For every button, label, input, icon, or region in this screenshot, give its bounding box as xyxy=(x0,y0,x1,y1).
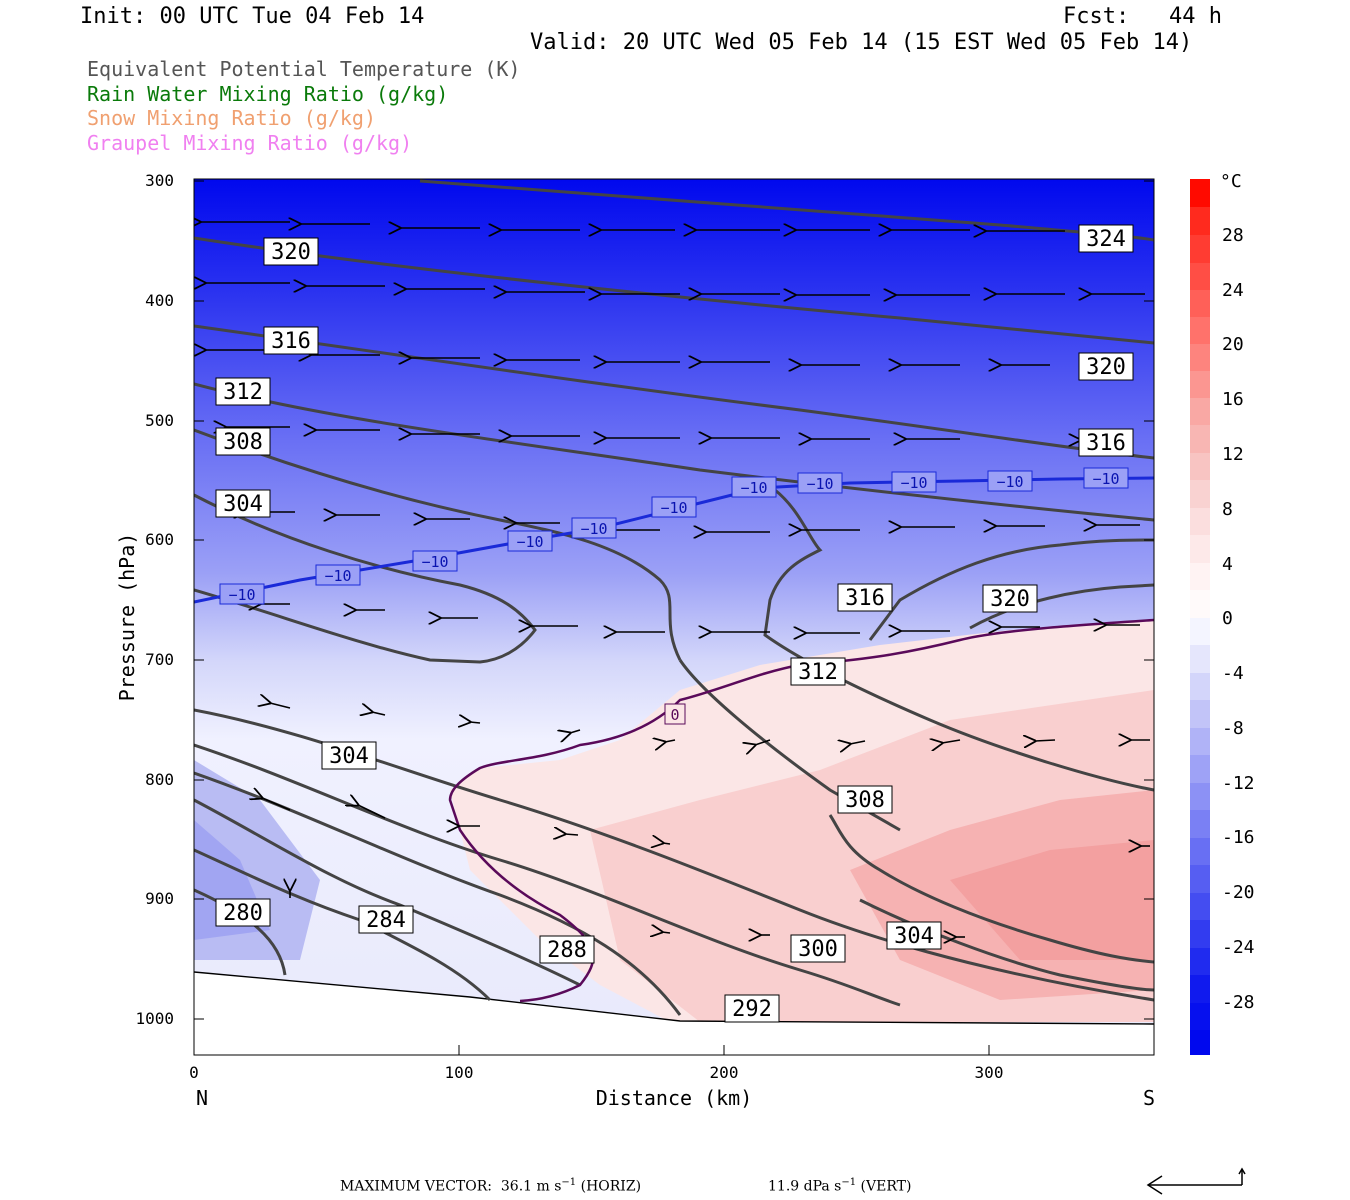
colorbar-tick-label: -24 xyxy=(1222,937,1255,958)
theta-e-label: 320 xyxy=(271,240,311,265)
y-tick-label: 800 xyxy=(145,770,174,789)
isotherm-label: −10 xyxy=(900,474,927,492)
horiz-exponent: −1 xyxy=(561,1177,577,1188)
isotherm-label: −10 xyxy=(324,567,351,585)
y-tick-label: 900 xyxy=(145,889,174,908)
legend-graupel: Graupel Mixing Ratio (g/kg) xyxy=(87,131,413,155)
isotherm-label: −10 xyxy=(1092,470,1119,488)
theta-e-label: 280 xyxy=(223,901,263,926)
isotherm-label: −10 xyxy=(580,520,607,538)
isotherm-label: −10 xyxy=(421,553,448,571)
terrain-line xyxy=(194,971,1154,1025)
theta-e-label: 316 xyxy=(845,586,885,611)
theta-e-label: 312 xyxy=(798,660,838,685)
theta-e-label: 316 xyxy=(1086,431,1126,456)
colorbar-tick-label: 20 xyxy=(1222,334,1244,355)
colorbar-tick-label: 12 xyxy=(1222,444,1244,465)
theta-e-label: 316 xyxy=(271,329,311,354)
vert-exponent: −1 xyxy=(841,1177,857,1188)
isotherm-label: −10 xyxy=(228,586,255,604)
theta-e-label: 304 xyxy=(223,492,263,517)
max-vector-vert-text: 11.9 dPa s−1 (VERT) xyxy=(768,1177,911,1195)
isotherm-label: −10 xyxy=(996,473,1023,491)
init-time: Init: 00 UTC Tue 04 Feb 14 xyxy=(80,4,425,29)
max-vector-horiz: MAXIMUM VECTOR: 36.1 m s xyxy=(340,1178,562,1195)
isotherm-label: −10 xyxy=(806,475,833,493)
y-tick-label: 700 xyxy=(145,650,174,669)
isotherm-label: −10 xyxy=(660,499,687,517)
x-tick-labels: 0 100 200 300 xyxy=(189,1063,1003,1082)
isotherm-label-group: −10 −10 −10 −10 −10 −10 −10 −10 −10 −10 … xyxy=(219,467,1129,725)
legend-theta-e: Equivalent Potential Temperature (K) xyxy=(87,57,521,81)
colorbar-tick-label: -12 xyxy=(1222,773,1255,794)
x-tick-label: 200 xyxy=(710,1063,739,1082)
isotherm-0 xyxy=(448,618,1154,1003)
y-tick-label: 300 xyxy=(145,171,174,190)
colorbar-tick-label: 8 xyxy=(1222,499,1233,520)
x-axis xyxy=(193,1045,990,1055)
x-tick-label: 100 xyxy=(445,1063,474,1082)
theta-e-label: 308 xyxy=(845,788,885,813)
y-tick-label: 400 xyxy=(145,291,174,310)
colorbar-tick-labels: 28 24 20 16 12 8 4 0 -4 -8 -12 -16 -20 -… xyxy=(1222,225,1255,1013)
theta-e-label: 284 xyxy=(366,908,406,933)
wind-vectors xyxy=(200,222,1150,937)
theta-e-label: 288 xyxy=(547,938,587,963)
theta-e-label: 312 xyxy=(223,380,263,405)
theta-e-label: 320 xyxy=(990,587,1030,612)
theta-e-label: 324 xyxy=(1086,227,1126,252)
theta-e-label: 304 xyxy=(329,744,369,769)
theta-e-label: 300 xyxy=(798,937,838,962)
colorbar-unit: °C xyxy=(1220,171,1242,192)
valid-time: Valid: 20 UTC Wed 05 Feb 14 (15 EST Wed … xyxy=(530,30,1193,55)
isotherm-label: 0 xyxy=(670,706,679,724)
colorbar-tick-label: 28 xyxy=(1222,225,1244,246)
colorbar xyxy=(1190,179,1210,1055)
horiz-unit: (HORIZ) xyxy=(576,1178,642,1195)
forecast-hour: Fcst: 44 h xyxy=(1063,4,1222,29)
theta-e-label: 292 xyxy=(732,997,772,1022)
theta-e-label: 304 xyxy=(894,924,934,949)
terrain xyxy=(194,972,1154,1055)
colorbar-tick-label: -4 xyxy=(1222,663,1244,684)
reference-vector xyxy=(1146,1167,1246,1195)
y-axis xyxy=(194,180,1154,1020)
colorbar-tick-label: -28 xyxy=(1222,992,1255,1013)
y-tick-label: 500 xyxy=(145,411,174,430)
y-tick-label: 1000 xyxy=(135,1009,174,1028)
y-axis-title: Pressure (hPa) xyxy=(115,533,139,702)
legend-snow: Snow Mixing Ratio (g/kg) xyxy=(87,106,376,130)
legend-rain-water: Rain Water Mixing Ratio (g/kg) xyxy=(87,82,449,106)
theta-e-label: 320 xyxy=(1086,355,1126,380)
isotherm-label: −10 xyxy=(516,533,543,551)
x-axis-title: Distance (km) xyxy=(596,1086,753,1110)
colorbar-tick-label: 24 xyxy=(1222,280,1244,301)
max-vector-text: MAXIMUM VECTOR: 36.1 m s−1 (HORIZ) xyxy=(340,1177,641,1195)
colorbar-tick-label: 16 xyxy=(1222,389,1244,410)
colorbar-tick-label: -20 xyxy=(1222,882,1255,903)
x-end-label-south: S xyxy=(1143,1086,1155,1110)
x-tick-label: 300 xyxy=(975,1063,1004,1082)
colorbar-tick-label: -8 xyxy=(1222,718,1244,739)
isotherm-label: −10 xyxy=(740,479,767,497)
theta-e-label: 308 xyxy=(223,430,263,455)
y-tick-labels: 300 400 500 600 700 800 900 1000 xyxy=(135,171,174,1028)
colorbar-tick-label: 0 xyxy=(1222,608,1233,629)
plot-frame xyxy=(193,178,1155,1056)
plot-area: 320 324 316 320 312 316 308 304 316 320 … xyxy=(194,179,1154,1055)
x-end-label-north: N xyxy=(196,1086,208,1110)
y-tick-label: 600 xyxy=(145,530,174,549)
colorbar-tick-label: -16 xyxy=(1222,827,1255,848)
vert-unit: (VERT) xyxy=(856,1178,912,1195)
max-vector-vert: 11.9 dPa s xyxy=(768,1178,842,1195)
x-tick-label: 0 xyxy=(189,1063,199,1082)
colorbar-tick-label: 4 xyxy=(1222,554,1233,575)
warm-region-peak xyxy=(950,840,1154,960)
theta-e-label-group: 320 324 316 320 312 316 308 304 316 320 … xyxy=(215,224,1134,1023)
